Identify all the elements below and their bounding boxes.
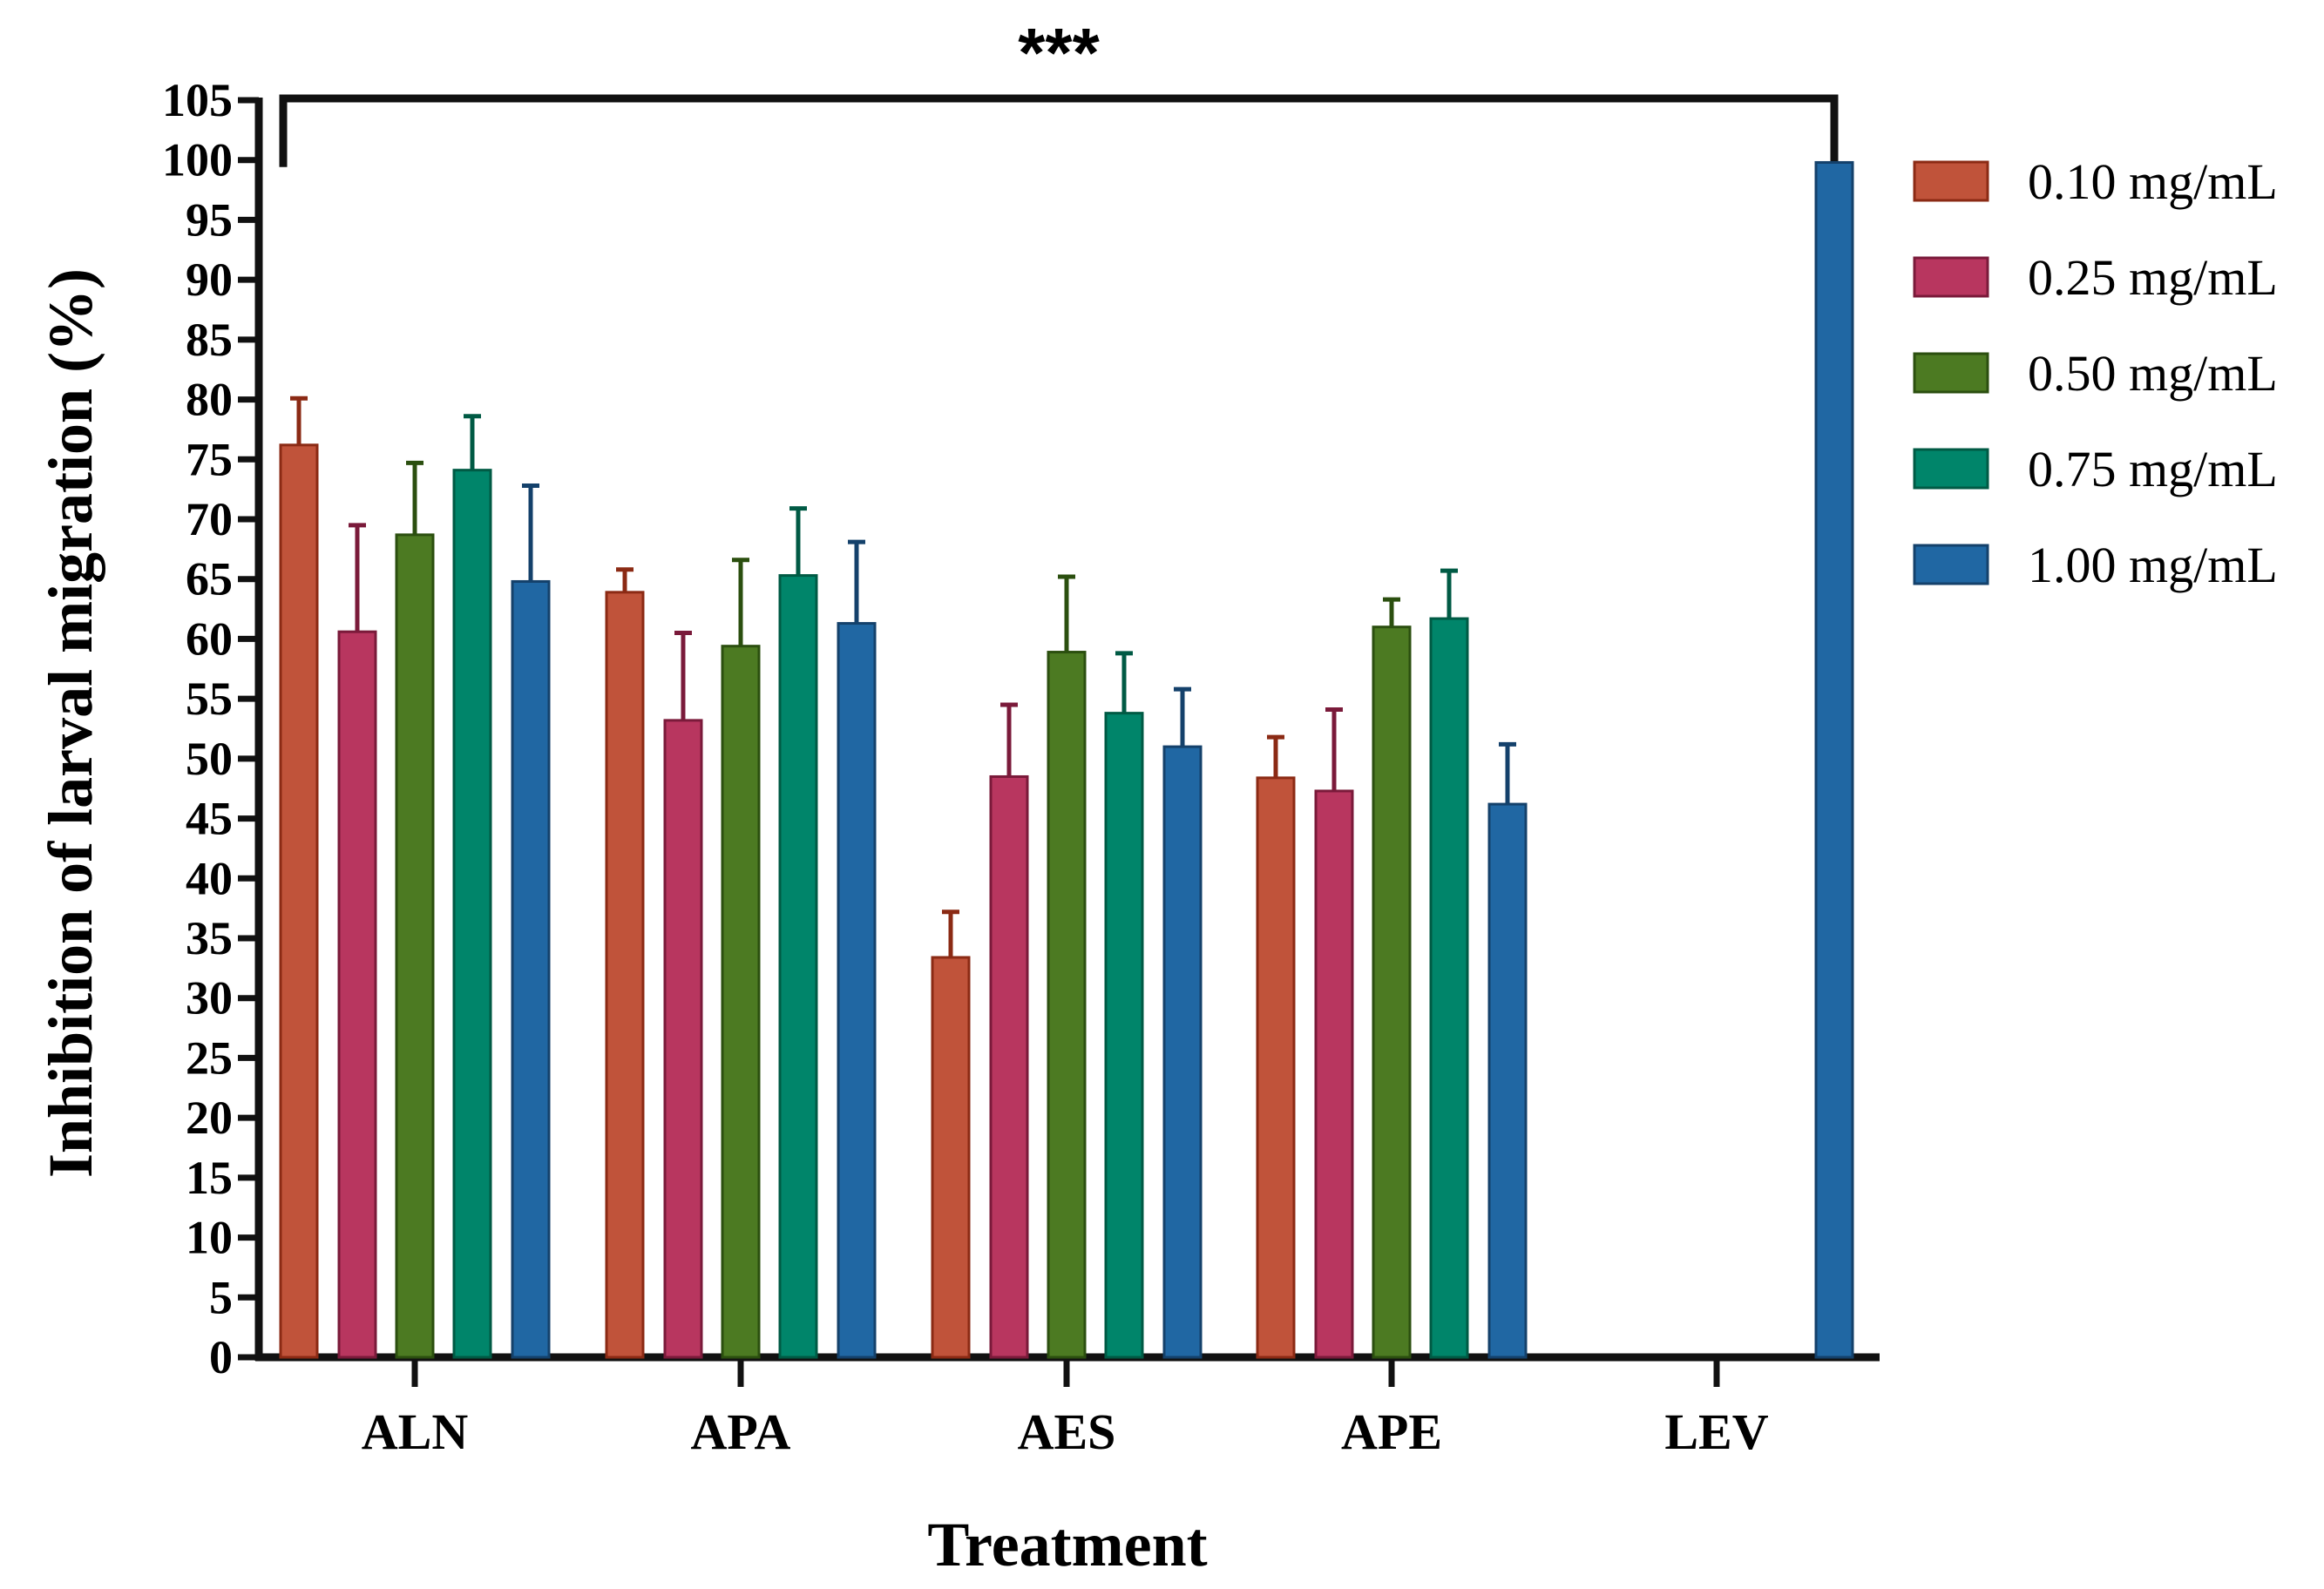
bar-ape-1	[1314, 789, 1354, 1359]
y-tick-label: 30	[186, 972, 233, 1024]
bar-aln-2	[395, 533, 435, 1359]
y-tick-label: 50	[186, 733, 233, 785]
legend-label: 0.10 mg/mL	[2028, 153, 2278, 210]
bar-aes-1	[989, 774, 1029, 1359]
bar-aes-3	[1104, 712, 1144, 1359]
y-tick-label: 60	[186, 612, 233, 665]
legend-label: 0.75 mg/mL	[2028, 441, 2278, 497]
legend-label: 1.00 mg/mL	[2028, 537, 2278, 593]
y-tick-label: 25	[186, 1031, 233, 1084]
legend-swatch	[1913, 352, 1989, 394]
bar-aln-3	[452, 469, 492, 1359]
bar-ape-0	[1256, 776, 1296, 1359]
bar-apa-2	[721, 645, 761, 1359]
y-tick-label: 5	[209, 1271, 233, 1323]
x-tick-label-aes: AES	[1018, 1403, 1116, 1460]
y-tick-label: 95	[186, 193, 233, 246]
bar-ape-3	[1429, 617, 1469, 1359]
y-tick-label: 90	[186, 254, 233, 306]
bar-apa-0	[605, 591, 645, 1359]
y-tick-label: 65	[186, 553, 233, 605]
x-tick-label-ape: APE	[1341, 1403, 1442, 1460]
x-tick-label-aln: ALN	[362, 1403, 469, 1460]
y-tick-label: 45	[186, 793, 233, 845]
x-tick-label-lev: LEV	[1664, 1403, 1768, 1460]
y-tick-label: 35	[186, 912, 233, 964]
y-tick-label: 0	[209, 1331, 233, 1383]
legend-swatch	[1913, 448, 1989, 490]
bar-ape-2	[1372, 625, 1412, 1359]
legend: 0.10 mg/mL 0.25 mg/mL 0.50 mg/mL 0.75 mg/mL…	[1913, 153, 2278, 593]
y-tick-label: 40	[186, 852, 233, 904]
bar-aes-0	[931, 956, 971, 1359]
x-axis-title: Treatment	[927, 1510, 1207, 1579]
bar-aln-1	[337, 630, 377, 1359]
y-tick-label: 10	[186, 1212, 233, 1264]
x-tick-label-apa: APA	[691, 1403, 791, 1460]
bar-aln-4	[511, 579, 551, 1359]
y-tick-label: 70	[186, 493, 233, 545]
bar-lev-4	[1814, 160, 1854, 1359]
y-tick-label: 105	[162, 74, 233, 126]
legend-swatch	[1913, 256, 1989, 298]
bar-apa-3	[778, 574, 818, 1359]
y-tick-label: 85	[186, 314, 233, 366]
bars-layer	[279, 160, 1854, 1359]
y-tick-label: 55	[186, 673, 233, 725]
y-tick-label: 15	[186, 1152, 233, 1204]
bar-aln-0	[279, 443, 319, 1359]
bar-aes-4	[1162, 745, 1203, 1359]
y-tick-label: 100	[162, 134, 233, 186]
legend-swatch	[1913, 544, 1989, 585]
legend-label: 0.50 mg/mL	[2028, 345, 2278, 402]
bar-aes-2	[1047, 651, 1087, 1359]
y-tick-label: 75	[186, 433, 233, 485]
bar-ape-4	[1487, 802, 1528, 1359]
y-tick-label: 20	[186, 1092, 233, 1144]
y-axis-title: Inhibition of larval migration (%)	[36, 268, 105, 1178]
legend-label: 0.25 mg/mL	[2028, 249, 2278, 306]
y-tick-label: 80	[186, 374, 233, 426]
bar-apa-4	[837, 622, 877, 1359]
significance-bracket	[279, 94, 1839, 167]
significance-label: ***	[1018, 14, 1100, 91]
legend-swatch	[1913, 160, 1989, 202]
bar-apa-1	[663, 719, 703, 1359]
